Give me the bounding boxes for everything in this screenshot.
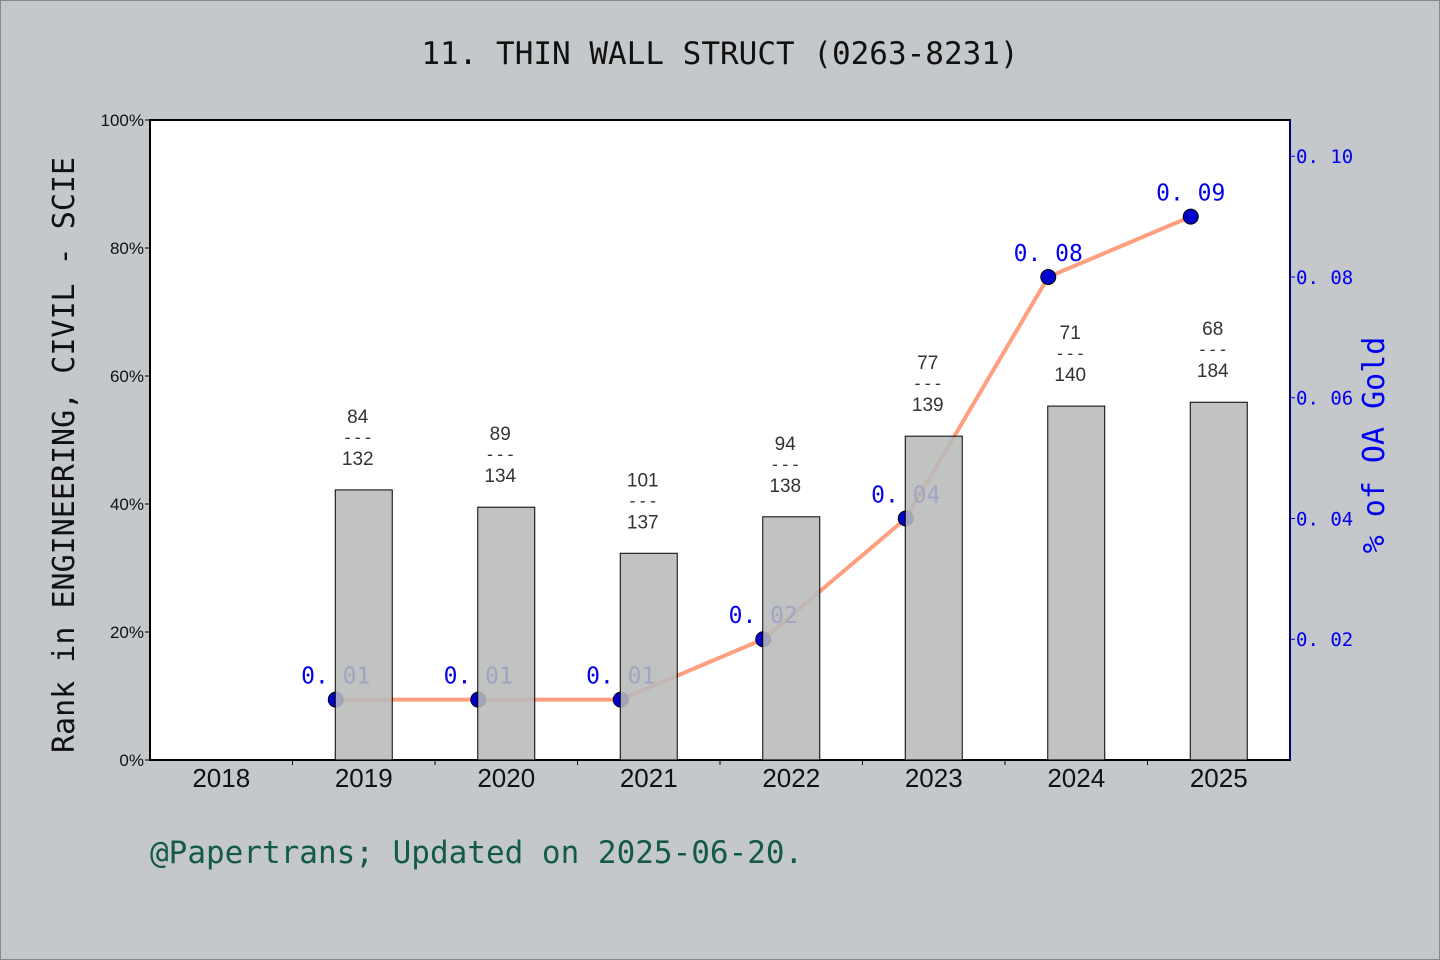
rank-bar bbox=[1047, 405, 1106, 761]
rank-bar bbox=[1189, 401, 1248, 761]
oa-gold-point bbox=[1040, 268, 1057, 285]
oa-gold-point bbox=[1182, 208, 1199, 225]
rank-divider: --- bbox=[342, 428, 373, 448]
category-total-label: 184 bbox=[1197, 361, 1229, 382]
rank-divider: --- bbox=[770, 455, 801, 475]
category-total-label: 139 bbox=[912, 395, 944, 416]
right-tick-label: 0. 02 bbox=[1296, 629, 1353, 651]
left-tick-label: 100% bbox=[101, 111, 144, 130]
rank-label: 101 bbox=[627, 470, 659, 491]
right-tick-label: 0. 08 bbox=[1296, 267, 1353, 289]
oa-gold-label: 0. 09 bbox=[1156, 181, 1225, 207]
oa-gold-label: 0. 08 bbox=[1014, 241, 1083, 267]
x-tick-label: 2025 bbox=[1190, 763, 1248, 793]
rank-bar bbox=[762, 516, 821, 761]
rank-bar bbox=[334, 489, 393, 761]
left-tick-label: 40% bbox=[110, 495, 144, 514]
x-tick-label: 2022 bbox=[762, 763, 820, 793]
category-total-label: 132 bbox=[342, 449, 374, 470]
x-tick-label: 2018 bbox=[192, 763, 250, 793]
category-total-label: 138 bbox=[769, 476, 801, 497]
right-tick-label: 0. 10 bbox=[1296, 146, 1353, 168]
right-axis-title: % of OA Gold bbox=[1357, 337, 1392, 554]
rank-label: 68 bbox=[1202, 319, 1223, 340]
category-total-label: 134 bbox=[484, 466, 516, 487]
x-tick-label: 2020 bbox=[477, 763, 535, 793]
right-tick-label: 0. 04 bbox=[1296, 508, 1353, 530]
rank-divider: --- bbox=[485, 445, 516, 465]
rank-bar bbox=[904, 435, 963, 761]
rank-label: 89 bbox=[490, 424, 511, 445]
left-tick-label: 0% bbox=[119, 751, 144, 770]
x-tick-label: 2019 bbox=[335, 763, 393, 793]
rank-bar bbox=[477, 506, 536, 761]
rank-divider: --- bbox=[1055, 344, 1086, 364]
rank-label: 77 bbox=[917, 353, 938, 374]
right-tick-label: 0. 06 bbox=[1296, 388, 1353, 410]
category-total-label: 137 bbox=[627, 512, 659, 533]
left-axis-title: Rank in ENGINEERING, CIVIL - SCIE bbox=[47, 157, 82, 753]
left-tick-label: 20% bbox=[110, 623, 144, 642]
x-tick-label: 2021 bbox=[620, 763, 678, 793]
x-tick-label: 2023 bbox=[905, 763, 963, 793]
footer-credit: @Papertrans; Updated on 2025-06-20. bbox=[150, 835, 804, 871]
rank-bar bbox=[619, 552, 678, 761]
category-total-label: 140 bbox=[1054, 365, 1086, 386]
rank-label: 84 bbox=[347, 407, 369, 428]
left-tick-label: 80% bbox=[110, 239, 144, 258]
rank-label: 71 bbox=[1060, 323, 1081, 344]
rank-divider: --- bbox=[912, 374, 943, 394]
x-tick-label: 2024 bbox=[1047, 763, 1105, 793]
rank-divider: --- bbox=[627, 491, 658, 511]
chart-title: 11. THIN WALL STRUCT (0263-8231) bbox=[421, 36, 1019, 72]
rank-label: 94 bbox=[775, 434, 797, 455]
rank-divider: --- bbox=[1197, 340, 1228, 360]
left-tick-label: 60% bbox=[110, 367, 144, 386]
